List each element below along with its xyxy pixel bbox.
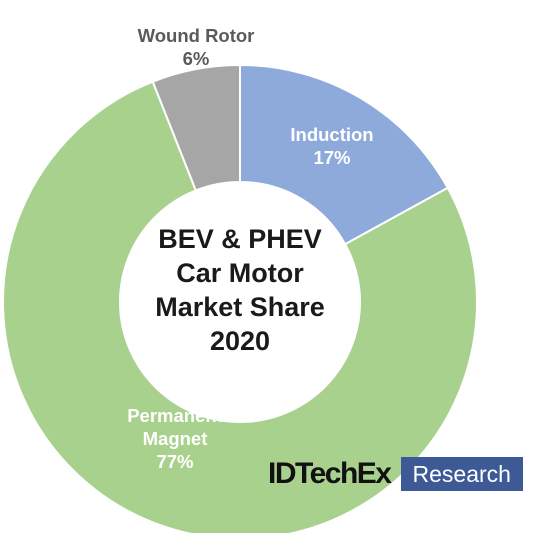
title-line-2: Car Motor	[176, 258, 304, 288]
slice-induction	[239, 63, 450, 246]
slice-name-permanent-magnet-1: Permanent	[127, 405, 223, 426]
logo-wordmark: IDTechEx	[268, 457, 392, 490]
title-line-4: 2020	[209, 326, 271, 356]
slice-label-permanent-magnet: Permanent Magnet 77%	[100, 404, 250, 473]
title-line-3: Market Share	[155, 292, 325, 322]
slice-label-wound-rotor: Wound Rotor 6%	[110, 24, 282, 70]
slice-value-induction: 17%	[313, 147, 351, 168]
slice-name-wound-rotor: Wound Rotor	[137, 25, 255, 46]
slice-permanent-magnet	[2, 80, 478, 533]
slice-value-wound-rotor: 6%	[182, 48, 210, 69]
title-line-1: BEV & PHEV	[158, 224, 322, 254]
slice-name-permanent-magnet-2: Magnet	[142, 428, 208, 449]
slice-name-induction: Induction	[290, 124, 374, 145]
slice-value-permanent-magnet: 77%	[156, 451, 194, 472]
idtechex-logo: IDTechEx Research	[268, 456, 523, 492]
logo-research-box: Research	[400, 457, 523, 491]
slice-label-induction: Induction 17%	[262, 123, 402, 169]
slice-wound-rotor	[151, 63, 241, 192]
chart-title: BEV & PHEV Car Motor Market Share 2020	[120, 222, 360, 358]
